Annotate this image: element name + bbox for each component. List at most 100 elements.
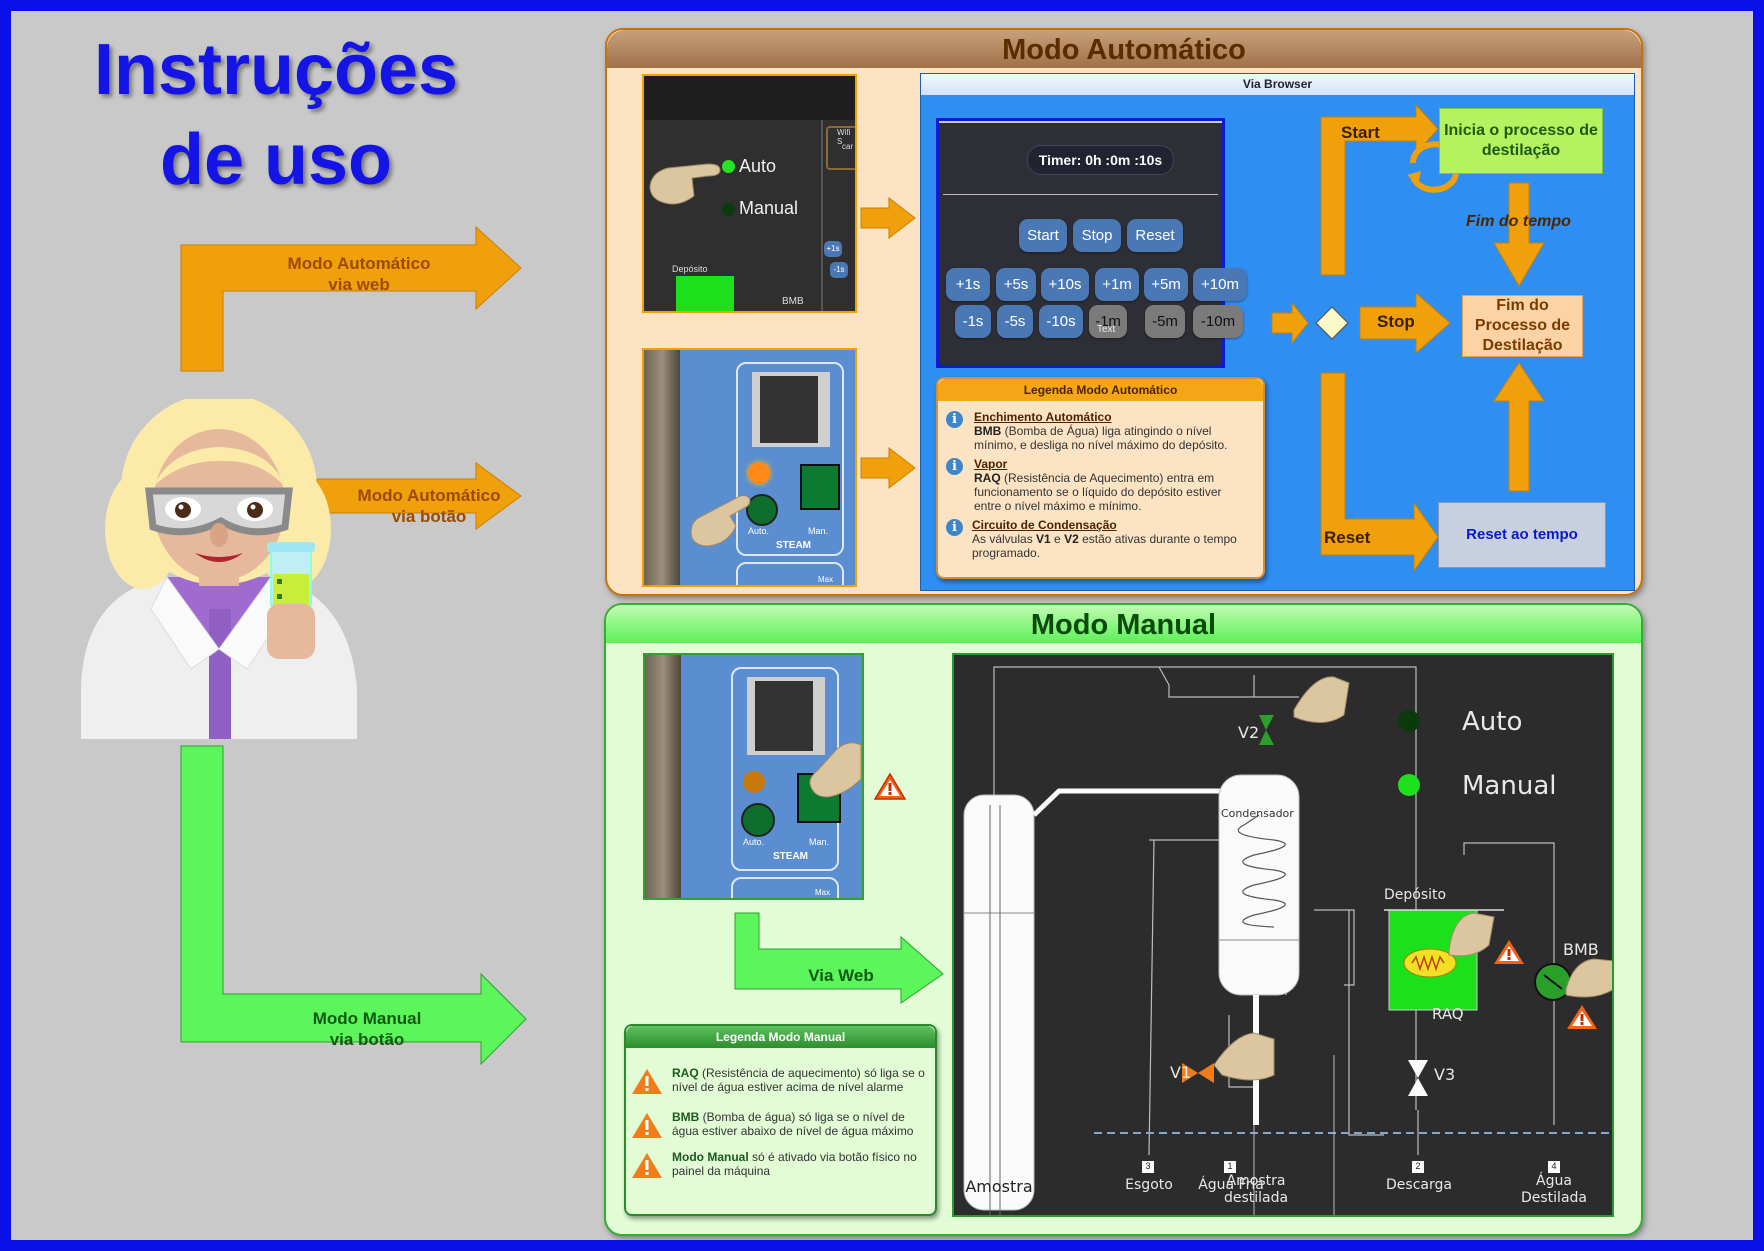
via-web-label: Via Web [808,966,874,985]
arrow-fim-tempo [1493,182,1545,287]
arrow-reset [1320,372,1439,571]
diagram-manual-label: Manual [1462,771,1557,801]
photo1-auto-label: Auto [739,156,777,176]
outlet-agua-destilada-line2: Destilada [1520,1190,1587,1206]
via-web-arrow [734,912,944,1004]
pressing-hand-icon [690,495,751,547]
warning-icon [1494,940,1524,964]
outlet-agua-destilada-label: Água Destilada [1499,1173,1609,1207]
legend3-bold2: V2 [1064,532,1079,546]
arrow-photo1-to-browser [860,196,916,240]
arrow-reset-up [1493,362,1545,492]
legend1-text2: mínimo, e desliga no nível máximo do dep… [974,438,1228,452]
stop-button[interactable]: Stop [1073,219,1121,252]
plus-1m-button[interactable]: +1m [1095,268,1139,301]
manual-legend-item-2: BMB (Bomba de água) só liga se o nível d… [672,1110,932,1138]
auto-web-photo: Wifi S car +1s -1s Auto Manual Depósito … [642,74,857,313]
photo2-man-label: Man. [808,526,829,536]
warning-icon [873,772,907,800]
auto-legend-item-3: Circuito de Condensação As válvulas V1 e… [972,518,1257,560]
plus-10s-button[interactable]: +10s [1041,268,1089,301]
photo-arrows [860,196,916,490]
mlegend1-text1: (Resistência de aquecimento) só liga se … [698,1066,925,1080]
reset-button[interactable]: Reset [1127,219,1183,252]
arrow-to-decision [1271,301,1309,345]
legend3-post: estão ativas durante o tempo [1078,532,1237,546]
photo2-auto-label: Auto. [748,526,770,536]
diagram-condensador-label: Condensador [1221,807,1294,820]
label-manual-button: Modo Manual via botão [267,1008,467,1050]
arrow-auto-button [316,462,522,530]
label-manual-button-line2: via botão [329,1030,405,1049]
photo1-deposito-label: Depósito [672,264,708,274]
mlegend1-bold: RAQ [672,1066,699,1080]
auto-button-photo: Auto. Man. STEAM Max [642,348,857,587]
mlegend3-bold: Modo Manual [672,1150,749,1164]
outlet-esgoto-label: Esgoto [1125,1177,1173,1193]
legend3-mid: e [1050,532,1065,546]
diagram-raq-label: RAQ [1432,1005,1464,1023]
plus-5s-button[interactable]: +5s [996,268,1036,301]
arrow-photo2-to-browser [860,446,916,490]
minus-10m-button[interactable]: -10m [1193,305,1243,338]
legend1-text1: (Bomba de Água) liga atingindo o nível [1001,424,1212,438]
decision-diamond [1315,306,1349,340]
label-auto-button-line1: Modo Automático [357,486,501,505]
plus-1s-button[interactable]: +1s [946,268,990,301]
manual-photo-max-label: Max [815,888,831,897]
diagram-v3-label: V3 [1434,1065,1456,1084]
arrow-manual-button [180,745,527,1066]
page-title-line1: Instruções [93,30,459,110]
minus-1s-button[interactable]: -1s [955,305,991,338]
legend3-bold1: V1 [1036,532,1051,546]
v2-valve [1259,715,1274,745]
auto-legend: Legenda Modo Automático i Enchimento Aut… [936,377,1265,579]
info-icon: i [946,519,963,536]
legend2-bold: RAQ [974,471,1001,485]
plus-5m-button[interactable]: +5m [1144,268,1188,301]
manual-panel-title: Modo Manual [606,605,1641,643]
info-icon: i [946,411,963,428]
manual-button-photo: Auto. Man. STEAM Max [643,653,864,900]
outlet-descarga-label: Descarga [1386,1177,1452,1193]
flow-stop-label: Stop [1377,312,1415,331]
outlet-amostra-destilada-line1: Amostra [1226,1173,1286,1189]
legend3-text2: programado. [972,546,1041,560]
mlegend2-bold: BMB [672,1110,700,1124]
legend2-heading: Vapor [974,457,1008,471]
diagram-deposito-label: Depósito [1384,887,1447,903]
pressing-hand-icon [809,742,862,798]
diagram-amostra-label: Amostra [965,1177,1033,1196]
mlegend3-text1: só é ativado via botão físico no [748,1150,917,1164]
outlet-agua-fria-num: 1 [1227,1161,1233,1171]
manual-photo-auto-label: Auto. [743,837,765,847]
photo1-manual-label: Manual [739,198,799,218]
diagram-auto-label: Auto [1462,707,1523,737]
auto-legend-title: Legenda Modo Automático [938,379,1263,401]
plus-10m-button[interactable]: +10m [1193,268,1247,301]
legend3-heading: Circuito de Condensação [972,518,1117,532]
outlet-agua-destilada-num: 4 [1551,1161,1557,1171]
minus-5s-button[interactable]: -5s [997,305,1033,338]
outlet-esgoto-num: 3 [1145,1161,1151,1171]
label-auto-web: Modo Automático via web [259,253,459,295]
arrow-via-web [734,912,944,1004]
photo1-plus1s: +1s [824,241,842,257]
scientist-illustration [81,399,357,739]
mlegend2-text2: água estiver abaixo de nível de água máx… [672,1124,914,1138]
minus-1m-button[interactable]: -1m [1089,305,1127,338]
manual-legend: Legenda Modo Manual RAQ (Resistência de … [624,1024,937,1216]
manual-photo-steam-label: STEAM [773,851,808,862]
legend3-pre: As válvulas [972,532,1037,546]
left-arrows [180,225,527,1066]
manual-legend-item-3: Modo Manual só é ativado via botão físic… [672,1150,932,1178]
browser-title: Via Browser [921,74,1634,95]
start-button[interactable]: Start [1019,219,1067,252]
warning-icon [632,1069,662,1094]
flow-fim-processo-box: Fim do Processo de Destilação [1462,295,1583,357]
diagram-bmb-label: BMB [1563,940,1599,959]
minus-5m-button[interactable]: -5m [1145,305,1185,338]
minus-10s-button[interactable]: -10s [1039,305,1083,338]
photo1-car-text: car [842,142,854,151]
legend2-text2: funcionamento se o líquido do depósito e… [974,485,1222,499]
